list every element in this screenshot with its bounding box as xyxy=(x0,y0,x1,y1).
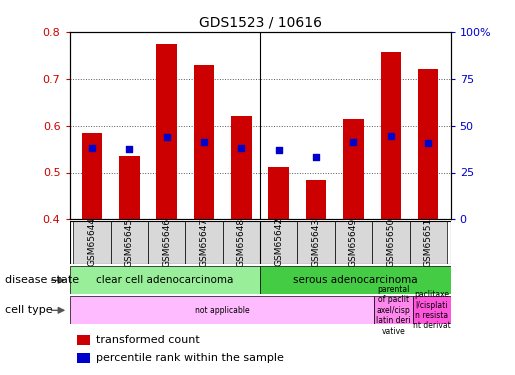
Bar xyxy=(335,221,372,264)
Point xyxy=(349,139,357,145)
Text: clear cell adenocarcinoma: clear cell adenocarcinoma xyxy=(96,275,233,285)
Bar xyxy=(222,221,260,264)
Bar xyxy=(148,221,185,264)
Bar xyxy=(298,221,335,264)
Bar xyxy=(119,156,140,219)
Bar xyxy=(77,352,91,363)
Text: disease state: disease state xyxy=(5,275,79,285)
Text: cell type: cell type xyxy=(5,305,53,315)
Bar xyxy=(413,296,451,324)
Bar xyxy=(70,266,260,294)
Text: percentile rank within the sample: percentile rank within the sample xyxy=(96,353,284,363)
Point xyxy=(312,154,320,160)
Text: GSM65644: GSM65644 xyxy=(88,217,96,267)
Text: GSM65642: GSM65642 xyxy=(274,217,283,267)
Bar xyxy=(381,52,401,219)
Bar xyxy=(231,116,252,219)
Text: not applicable: not applicable xyxy=(195,306,249,315)
Point xyxy=(387,134,395,140)
Text: GSM65645: GSM65645 xyxy=(125,217,134,267)
Point xyxy=(274,147,283,153)
Bar xyxy=(343,118,364,219)
Text: GSM65649: GSM65649 xyxy=(349,217,358,267)
Bar xyxy=(260,221,298,264)
Text: serous adenocarcinoma: serous adenocarcinoma xyxy=(293,275,418,285)
Bar xyxy=(77,334,91,345)
Bar xyxy=(374,296,413,324)
Bar xyxy=(194,64,214,219)
Bar xyxy=(268,167,289,219)
Point xyxy=(237,145,246,151)
Bar xyxy=(157,44,177,219)
Text: parental
of paclit
axel/cisp
latin deri
vative: parental of paclit axel/cisp latin deri … xyxy=(376,285,411,336)
Text: GSM65648: GSM65648 xyxy=(237,217,246,267)
Text: GSM65646: GSM65646 xyxy=(162,217,171,267)
Point xyxy=(424,140,432,146)
Text: paclitaxe
l/cisplati
n resista
nt derivat: paclitaxe l/cisplati n resista nt deriva… xyxy=(413,290,451,330)
Point xyxy=(125,146,133,152)
Bar xyxy=(70,296,374,324)
Text: GSM65647: GSM65647 xyxy=(199,217,209,267)
Text: transformed count: transformed count xyxy=(96,335,200,345)
Bar xyxy=(185,221,222,264)
Bar xyxy=(82,133,102,219)
Title: GDS1523 / 10616: GDS1523 / 10616 xyxy=(199,15,321,29)
Bar xyxy=(409,221,447,264)
Point xyxy=(88,145,96,151)
Bar xyxy=(418,69,438,219)
Bar xyxy=(73,221,111,264)
Bar xyxy=(306,180,327,219)
Point xyxy=(200,139,208,145)
Bar xyxy=(260,266,451,294)
Text: GSM65643: GSM65643 xyxy=(312,217,321,267)
Point xyxy=(163,134,171,140)
Text: GSM65651: GSM65651 xyxy=(424,217,433,267)
Bar xyxy=(372,221,409,264)
Bar xyxy=(111,221,148,264)
Text: GSM65650: GSM65650 xyxy=(386,217,396,267)
